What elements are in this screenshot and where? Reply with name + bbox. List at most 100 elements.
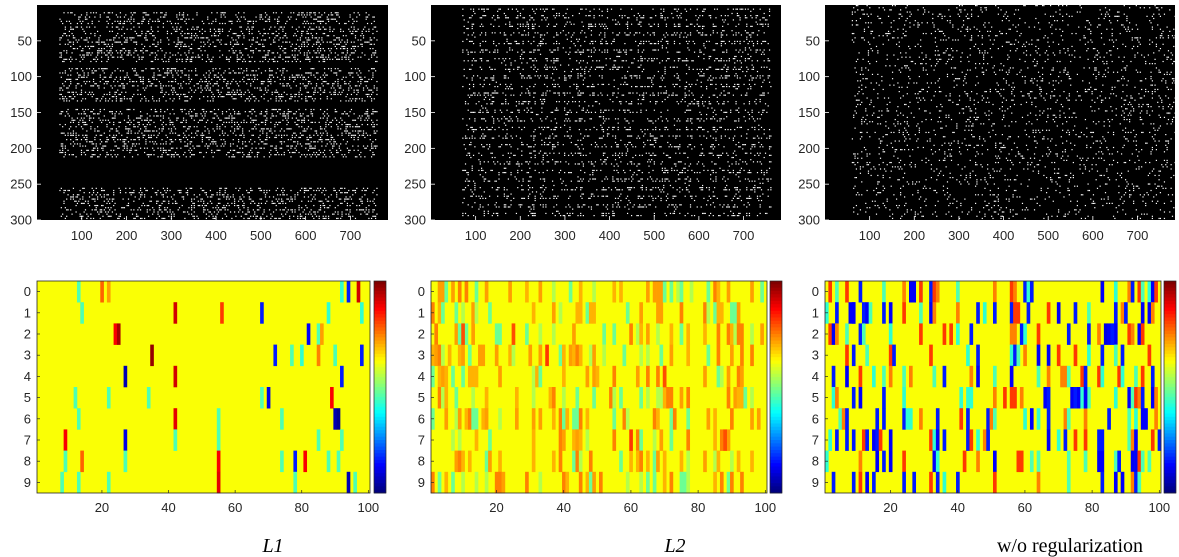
active-pixel <box>148 20 150 22</box>
active-pixel <box>289 217 291 220</box>
active-pixel <box>243 121 245 124</box>
active-pixel <box>141 80 143 83</box>
active-pixel <box>238 12 240 14</box>
active-pixel <box>498 25 500 27</box>
active-pixel <box>75 134 77 136</box>
active-pixel <box>59 87 61 89</box>
active-pixel <box>203 209 205 211</box>
active-pixel <box>280 189 283 192</box>
active-pixel <box>223 80 225 83</box>
active-pixel <box>307 83 310 85</box>
active-pixel <box>95 134 97 136</box>
active-pixel <box>557 60 559 62</box>
active-pixel <box>685 58 688 60</box>
active-pixel <box>264 32 267 35</box>
active-pixel <box>349 211 351 213</box>
active-pixel <box>665 23 668 25</box>
active-pixel <box>139 189 142 192</box>
active-pixel <box>164 14 166 16</box>
active-pixel <box>297 14 299 16</box>
active-pixel <box>129 80 131 83</box>
active-pixel <box>491 17 493 19</box>
active-pixel <box>362 145 365 147</box>
active-pixel <box>251 200 253 202</box>
active-pixel <box>697 17 700 19</box>
active-pixel <box>149 32 151 35</box>
active-pixel <box>700 51 702 53</box>
active-pixel <box>294 113 296 115</box>
active-pixel <box>366 119 369 121</box>
active-pixel <box>315 43 318 45</box>
active-pixel <box>728 40 730 43</box>
active-pixel <box>82 215 84 217</box>
active-pixel <box>236 20 238 22</box>
active-pixel <box>225 58 228 60</box>
active-pixel <box>209 43 212 45</box>
active-pixel <box>80 154 83 156</box>
active-pixel <box>604 51 606 53</box>
active-pixel <box>307 50 310 52</box>
active-pixel <box>303 54 306 56</box>
active-pixel <box>272 39 275 41</box>
active-pixel <box>111 156 113 158</box>
active-pixel <box>270 70 272 72</box>
active-pixel <box>239 209 241 211</box>
active-pixel <box>66 139 68 141</box>
active-pixel <box>301 98 303 100</box>
active-pixel <box>103 108 105 111</box>
active-pixel <box>196 130 198 132</box>
active-pixel <box>153 100 155 102</box>
active-pixel <box>80 93 83 96</box>
active-pixel <box>305 87 307 89</box>
active-pixel <box>297 74 299 76</box>
active-pixel <box>236 56 238 58</box>
active-pixel <box>243 134 245 136</box>
active-pixel <box>341 58 343 60</box>
active-pixel <box>309 136 311 139</box>
active-pixel <box>212 215 214 217</box>
active-pixel <box>157 156 159 158</box>
active-pixel <box>311 115 314 117</box>
active-pixel <box>169 211 171 213</box>
active-pixel <box>188 18 190 20</box>
active-pixel <box>184 37 186 39</box>
active-pixel <box>146 113 148 115</box>
active-pixel <box>79 213 81 215</box>
active-pixel <box>287 83 289 85</box>
active-pixel <box>349 54 351 56</box>
active-pixel <box>264 70 267 72</box>
active-pixel <box>178 96 181 98</box>
active-pixel <box>200 200 202 202</box>
active-pixel <box>345 126 347 128</box>
active-pixel <box>590 49 593 51</box>
active-pixel <box>229 143 232 145</box>
active-pixel <box>216 126 218 128</box>
active-pixel <box>685 25 688 27</box>
active-pixel <box>225 43 228 45</box>
active-pixel <box>258 100 260 102</box>
active-pixel <box>352 52 354 54</box>
active-pixel <box>309 96 311 98</box>
active-pixel <box>278 100 280 102</box>
active-pixel <box>714 60 716 62</box>
active-pixel <box>144 126 146 128</box>
active-pixel <box>357 80 359 83</box>
active-pixel <box>289 215 291 217</box>
active-pixel <box>169 209 171 211</box>
active-pixel <box>105 119 107 121</box>
active-pixel <box>313 43 315 45</box>
active-pixel <box>350 136 353 139</box>
active-pixel <box>130 28 132 30</box>
active-pixel <box>317 56 319 58</box>
active-pixel <box>186 145 189 147</box>
active-pixel <box>345 22 347 25</box>
active-pixel <box>323 149 326 151</box>
active-pixel <box>246 145 248 147</box>
active-pixel <box>217 96 220 98</box>
active-pixel <box>336 12 338 14</box>
active-pixel <box>201 20 203 22</box>
active-pixel <box>306 52 308 54</box>
active-pixel <box>697 25 700 27</box>
active-pixel <box>240 198 242 200</box>
active-pixel <box>154 52 156 54</box>
